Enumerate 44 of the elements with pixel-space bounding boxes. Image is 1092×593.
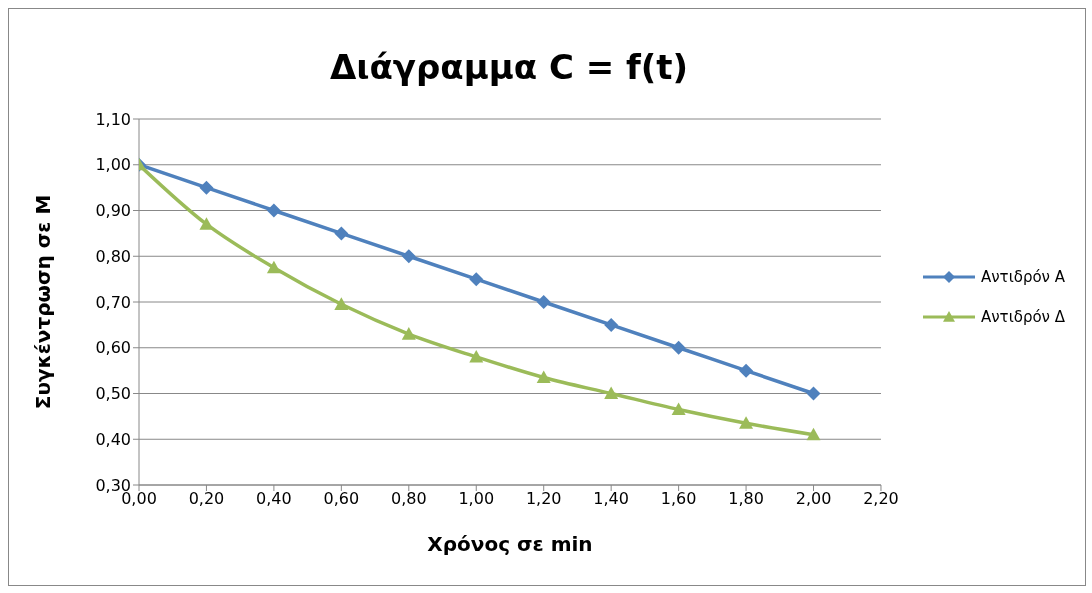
point (401, 327, 416, 340)
x-tick-label: 0,40 (256, 489, 292, 509)
point (334, 297, 349, 310)
point (536, 295, 551, 309)
y-axis-title: Συγκέντρωση σε M (31, 194, 56, 410)
y-tick-label: 0,70 (95, 292, 131, 312)
y-tick-label: 1,10 (95, 109, 131, 129)
legend-label: Αντιδρόν A (980, 268, 1065, 286)
point (266, 260, 281, 274)
y-tick-label: 0,90 (95, 201, 131, 221)
point (739, 416, 754, 429)
x-tick-label: 0,60 (323, 489, 360, 509)
y-tick-label: 0,40 (95, 429, 131, 449)
point (469, 272, 484, 287)
point (604, 317, 619, 332)
x-tick-label: 0,20 (188, 489, 225, 509)
y-tick-label: 0,80 (95, 246, 131, 266)
point (199, 217, 214, 230)
point (806, 427, 821, 441)
point (401, 249, 416, 264)
x-tick-label: 0,80 (390, 489, 427, 509)
x-tick-label: 2,20 (863, 489, 899, 509)
point (536, 370, 551, 384)
y-tick-label: 0,50 (95, 384, 131, 404)
x-tick-label: 1,00 (458, 489, 495, 509)
point (199, 180, 214, 195)
point (266, 203, 281, 218)
point (671, 340, 686, 355)
point (334, 226, 349, 241)
x-axis-title: Χρόνος σε min (427, 532, 593, 556)
point (469, 349, 484, 363)
point (604, 386, 619, 400)
chart-title: Διάγραμμα C = f(t) (328, 47, 690, 87)
x-tick-label: 1,60 (660, 489, 697, 509)
y-tick-label: 0,60 (95, 338, 131, 358)
legend-label: Αντιδρόν Δ (980, 308, 1065, 326)
x-tick-label: 1,40 (593, 489, 629, 509)
point (806, 386, 821, 401)
x-tick-label: 2,00 (795, 489, 832, 509)
x-tick-label: 1,20 (525, 489, 562, 509)
point (739, 363, 754, 378)
point (671, 402, 686, 416)
y-tick-label: 1,00 (95, 155, 131, 175)
x-tick-label: 1,80 (728, 489, 764, 509)
